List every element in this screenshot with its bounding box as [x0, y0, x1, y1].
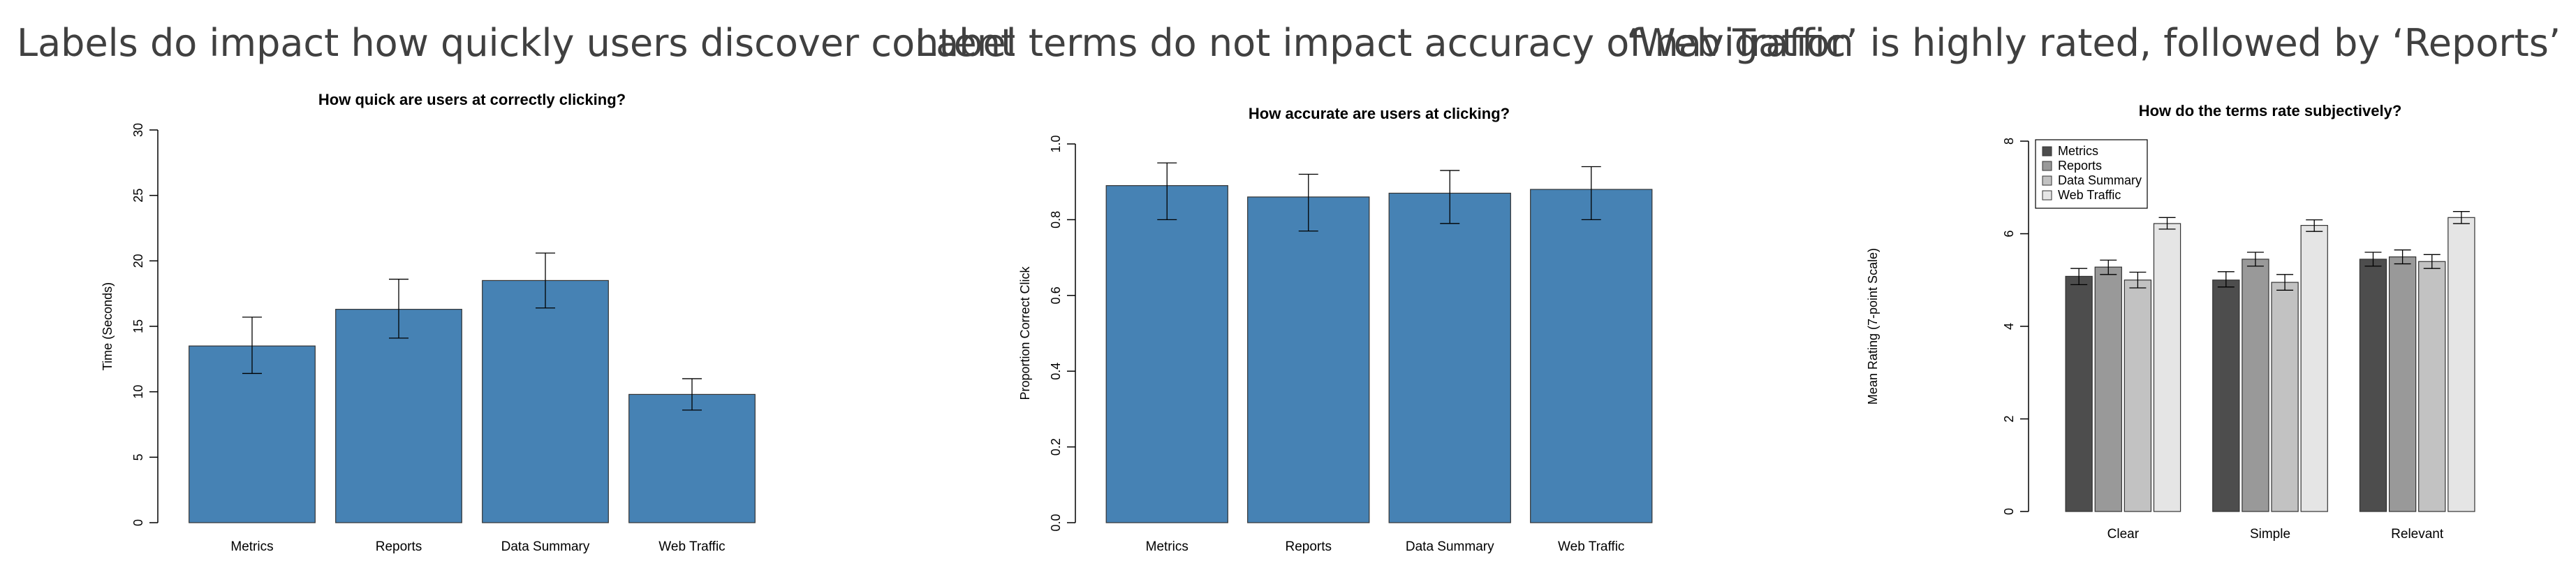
speed-bar-chart: How quick are users at correctly clickin…	[101, 91, 756, 554]
y-axis-label: Time (Seconds)	[101, 282, 115, 370]
panel-headline: Labels do impact how quickly users disco…	[17, 21, 1016, 65]
bar	[335, 309, 462, 523]
x-tick-label: Web Traffic	[658, 539, 725, 554]
x-tick-label: Relevant	[2391, 527, 2444, 542]
bar	[2094, 266, 2122, 512]
y-axis-label: Mean Rating (7-point Scale)	[1866, 248, 1880, 405]
y-tick-label: 4	[2002, 323, 2016, 330]
x-tick-label: Reports	[376, 539, 422, 554]
legend-entry: Reports	[2058, 159, 2102, 173]
bar	[1247, 196, 1370, 523]
chart-panel-speed: Labels do impact how quickly users disco…	[0, 0, 1016, 566]
chart-title: How accurate are users at clicking?	[1249, 105, 1510, 122]
x-tick-label: Data Summary	[1406, 539, 1494, 554]
accuracy-bar-chart: How accurate are users at clicking? Propo…	[1018, 105, 1653, 554]
y-tick-label: 1.0	[1049, 135, 1063, 152]
bar	[1388, 192, 1511, 523]
bar	[2065, 275, 2093, 512]
chart-panel-accuracy: Label terms do not impact accuracy of na…	[866, 0, 1854, 566]
bar	[2448, 217, 2475, 512]
panel-headline: Label terms do not impact accuracy of na…	[915, 21, 1854, 65]
y-tick-label: 30	[131, 123, 145, 137]
bar	[1530, 189, 1653, 523]
y-tick-label: 0.8	[1049, 211, 1063, 228]
y-tick-label: 0.4	[1049, 363, 1063, 380]
bar	[2271, 282, 2299, 512]
x-tick-label: Metrics	[230, 539, 273, 554]
legend-swatch	[2042, 175, 2052, 186]
y-tick-label: 10	[131, 385, 145, 399]
panel-headline: ‘Web Traffic’ is highly rated, followed …	[1626, 21, 2561, 65]
y-tick-label: 2	[2002, 415, 2016, 422]
bar	[2212, 280, 2240, 512]
x-tick-label: Metrics	[1146, 539, 1188, 554]
y-tick-label: 8	[2002, 138, 2016, 145]
y-axis-label: Proportion Correct Click	[1018, 266, 1032, 400]
y-tick-label: 0	[131, 519, 145, 526]
y-tick-label: 5	[131, 453, 145, 460]
chart-title: How do the terms rate subjectively?	[2139, 102, 2402, 119]
y-tick-label: 15	[131, 319, 145, 333]
bar	[1105, 185, 1228, 523]
y-tick-label: 0.2	[1049, 438, 1063, 456]
bar	[2418, 261, 2446, 512]
legend-swatch	[2042, 146, 2052, 157]
x-tick-label: Reports	[1285, 539, 1332, 554]
y-tick-label: 0	[2002, 508, 2016, 515]
y-tick-label: 0.6	[1049, 286, 1063, 304]
x-tick-label: Simple	[2250, 527, 2290, 542]
x-tick-label: Clear	[2107, 527, 2140, 542]
bar	[2242, 259, 2269, 512]
bar	[2359, 259, 2387, 512]
bar	[2388, 256, 2417, 512]
bar	[2153, 223, 2181, 512]
ratings-grouped-bar-chart: How do the terms rate subjectively? Mean …	[1866, 102, 2475, 542]
bar	[2124, 280, 2152, 512]
y-tick-label: 20	[131, 254, 145, 268]
bar	[482, 280, 609, 523]
bar	[628, 393, 756, 523]
legend-entry: Data Summary	[2058, 173, 2142, 187]
legend-swatch	[2042, 190, 2052, 201]
bar	[2300, 224, 2328, 512]
chart-title: How quick are users at correctly clickin…	[318, 91, 626, 108]
x-tick-label: Data Summary	[501, 539, 590, 554]
legend-entry: Metrics	[2058, 144, 2098, 158]
x-tick-label: Web Traffic	[1558, 539, 1624, 554]
y-tick-label: 0.0	[1049, 514, 1063, 531]
legend-box	[2035, 139, 2148, 209]
chart-panel-ratings: ‘Web Traffic’ is highly rated, followed …	[1626, 0, 2576, 566]
y-tick-label: 25	[131, 189, 145, 203]
y-tick-label: 6	[2002, 230, 2016, 237]
bar	[189, 345, 316, 523]
legend-swatch	[2042, 161, 2052, 171]
legend-entry: Web Traffic	[2058, 188, 2121, 202]
